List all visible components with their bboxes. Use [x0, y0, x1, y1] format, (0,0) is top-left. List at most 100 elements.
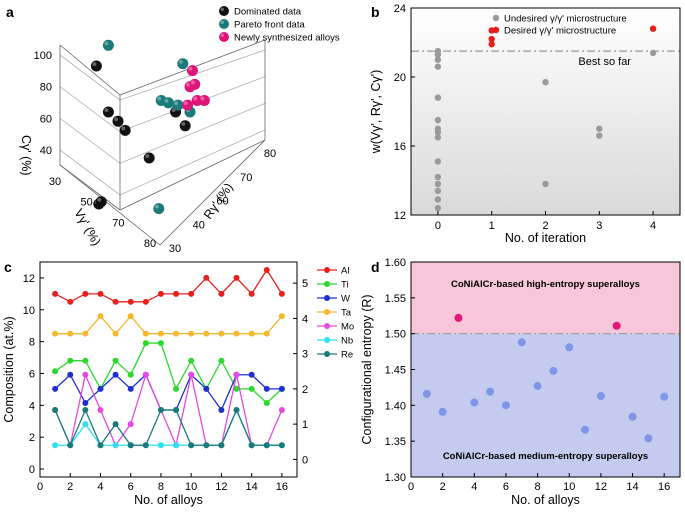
- y-tick-label-right: 1: [302, 419, 308, 431]
- scatter-point-2: [186, 65, 198, 77]
- y-tick-label-right: 0: [302, 454, 308, 466]
- scatter-point-2-shine: [193, 96, 198, 101]
- legend-marker-Mo: [324, 323, 330, 329]
- point-undesired: [434, 116, 442, 124]
- x-tick-label: 16: [276, 481, 288, 493]
- legend-label-Ti: Ti: [341, 280, 349, 291]
- y-tick-label: 40: [193, 219, 205, 231]
- series-point-Ti: [218, 357, 225, 364]
- entropy-point-medium-entropy: [596, 392, 605, 401]
- scatter-point-1-body: [102, 39, 114, 51]
- x-tick-label: 8: [535, 481, 541, 493]
- series-point-Al: [278, 290, 285, 297]
- legend-label-1: Pareto front data: [234, 20, 305, 31]
- series-point-Ta: [112, 330, 119, 337]
- legend-label-Nb: Nb: [341, 336, 353, 347]
- series-point-Ti: [248, 385, 255, 392]
- series-point-Re: [188, 442, 195, 449]
- legend-marker-0: [492, 14, 500, 22]
- panel-b-gradient-background: [411, 8, 680, 215]
- y-tick-label: 1.30: [385, 472, 406, 484]
- series-point-Nb: [173, 442, 180, 449]
- panel-b-y-axis-label: w(Vγ', Rγ', Cγ'): [369, 70, 383, 155]
- series-point-Re: [248, 442, 255, 449]
- series-point-Al: [263, 266, 270, 273]
- legend-label-Ta: Ta: [341, 308, 352, 319]
- series-point-Al: [82, 290, 89, 297]
- 3d-z-gridlines: [59, 49, 266, 196]
- x-tick-label: 2: [67, 481, 73, 493]
- series-point-Ta: [188, 330, 195, 337]
- series-point-Ta: [203, 330, 210, 337]
- scatter-point-1-shine: [174, 101, 178, 106]
- series-point-Re: [142, 442, 149, 449]
- scatter-point-0-shine: [92, 62, 97, 66]
- point-undesired: [596, 132, 603, 139]
- point-undesired: [434, 134, 442, 141]
- series-point-W: [67, 371, 74, 378]
- series-point-Ta: [97, 313, 104, 320]
- scatter-point-0: [95, 196, 107, 208]
- series-line-Al: [54, 268, 283, 303]
- series-point-Al: [233, 274, 240, 281]
- series-point-Nb: [157, 442, 164, 449]
- scatter-point-0-body: [112, 115, 124, 127]
- scatter-point-2-shine: [190, 80, 195, 85]
- point-undesired: [434, 180, 442, 188]
- y-tick-label-left: 10: [23, 305, 35, 317]
- scatter-point-1-body: [153, 203, 165, 215]
- entropy-point-medium-entropy: [581, 425, 590, 434]
- x-tick-label: 0: [37, 481, 43, 493]
- scatter-point-1: [102, 39, 114, 51]
- z-tick-label: 100: [34, 50, 52, 62]
- scatter-point-2-shine: [186, 82, 190, 87]
- scatter-point-0-shine: [104, 108, 109, 112]
- panel-a-legend: Dominated data Pareto front data Newly syn…: [219, 6, 340, 44]
- entropy-point-medium-entropy: [517, 338, 526, 347]
- y-tick-label-left: 4: [29, 400, 35, 412]
- y-tick-label: 1.35: [385, 436, 406, 448]
- y-tick-label-left: 12: [23, 273, 35, 285]
- x-tick-label: 2: [542, 220, 548, 232]
- panel-c-x-axis-label: No. of alloys: [134, 493, 203, 507]
- entropy-point-medium-entropy: [422, 389, 431, 398]
- x-tick-label: 4: [471, 481, 477, 493]
- series-point-Al: [218, 290, 225, 297]
- series-point-Nb: [82, 421, 89, 428]
- series-point-Ta: [127, 313, 134, 320]
- series-point-Al: [157, 290, 164, 297]
- point-undesired: [434, 94, 442, 101]
- entropy-point-high-entropy: [454, 313, 463, 322]
- panel-a-3d-scatter: a 40 60 80 100 30 50 70 80 30 40 60 70 80 Cγ' (%) Vγ…: [6, 4, 340, 255]
- series-point-Mo: [188, 371, 195, 378]
- series-point-Ti: [157, 340, 164, 347]
- y-tick-label-right: 4: [302, 313, 308, 325]
- scatter-point-0: [90, 60, 102, 72]
- y-tick-label-left: 6: [29, 368, 35, 380]
- z-gridline: [59, 102, 266, 164]
- entropy-point-medium-entropy: [644, 434, 653, 443]
- series-point-Al: [142, 298, 149, 305]
- x-tick-label: 4: [97, 481, 103, 493]
- series-point-Ti: [233, 385, 240, 392]
- series-point-W: [218, 407, 225, 414]
- scatter-point-1: [162, 97, 174, 109]
- x-tick-label: 12: [215, 481, 227, 493]
- x-tick-label: 4: [650, 220, 656, 232]
- scatter-point-1: [177, 58, 189, 70]
- series-point-Ti: [173, 385, 180, 392]
- series-point-Ta: [52, 330, 59, 337]
- point-undesired: [434, 158, 442, 165]
- legend-marker-1: [492, 26, 500, 34]
- scatter-point-2: [189, 78, 201, 90]
- z-axis-label: Cγ' (%): [19, 135, 33, 176]
- series-point-Re: [157, 407, 164, 414]
- scatter-point-2-shine: [200, 96, 205, 101]
- point-undesired: [434, 204, 442, 212]
- x-tick-label: 30: [49, 176, 61, 188]
- z-gridline: [59, 129, 266, 196]
- x-tick-label: 3: [596, 220, 602, 232]
- series-point-Ti: [82, 357, 89, 364]
- series-line-Mo: [54, 372, 283, 448]
